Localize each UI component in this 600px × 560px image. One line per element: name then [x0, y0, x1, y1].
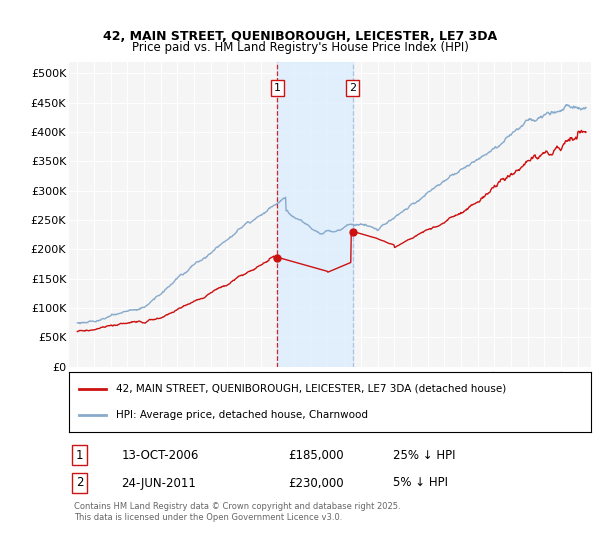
- Text: 24-JUN-2011: 24-JUN-2011: [121, 477, 196, 489]
- Text: 5% ↓ HPI: 5% ↓ HPI: [392, 477, 448, 489]
- Text: £185,000: £185,000: [288, 449, 344, 462]
- Text: 42, MAIN STREET, QUENIBOROUGH, LEICESTER, LE7 3DA (detached house): 42, MAIN STREET, QUENIBOROUGH, LEICESTER…: [116, 384, 506, 394]
- Text: HPI: Average price, detached house, Charnwood: HPI: Average price, detached house, Char…: [116, 410, 368, 421]
- Text: Price paid vs. HM Land Registry's House Price Index (HPI): Price paid vs. HM Land Registry's House …: [131, 41, 469, 54]
- Text: 1: 1: [76, 449, 83, 462]
- Text: 2: 2: [76, 477, 83, 489]
- Text: Contains HM Land Registry data © Crown copyright and database right 2025.
This d: Contains HM Land Registry data © Crown c…: [74, 502, 401, 522]
- Text: 42, MAIN STREET, QUENIBOROUGH, LEICESTER, LE7 3DA: 42, MAIN STREET, QUENIBOROUGH, LEICESTER…: [103, 30, 497, 43]
- Text: 1: 1: [274, 83, 281, 93]
- Text: 13-OCT-2006: 13-OCT-2006: [121, 449, 199, 462]
- Text: 2: 2: [349, 83, 356, 93]
- Text: 25% ↓ HPI: 25% ↓ HPI: [392, 449, 455, 462]
- Text: £230,000: £230,000: [288, 477, 344, 489]
- Bar: [277, 62, 353, 367]
